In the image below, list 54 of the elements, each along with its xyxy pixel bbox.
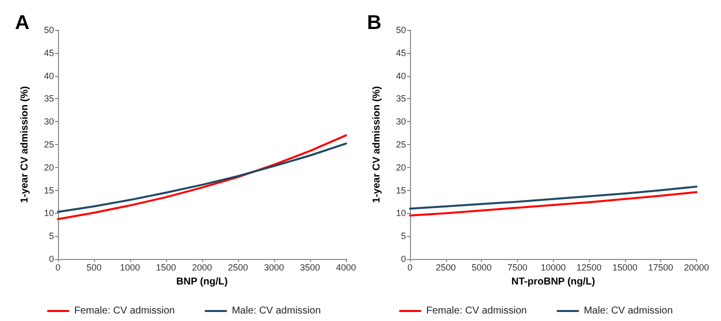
line-series [57, 134, 347, 220]
x-tick-label: 1500 [156, 262, 176, 272]
x-tick-label: 0 [55, 262, 61, 272]
legend-label: Male: CV admission [232, 306, 321, 316]
x-tick-label: 0 [407, 262, 413, 272]
x-tick-label: 10000 [540, 262, 566, 272]
y-tick-label: 25 [44, 140, 54, 150]
x-tick-label: 2000 [192, 262, 212, 272]
y-tick-label: 35 [44, 94, 54, 104]
x-tick-label: 5000 [472, 262, 492, 272]
y-tick-label: 50 [396, 25, 406, 35]
x-tick-label: 15000 [612, 262, 638, 272]
y-tick-label: 15 [44, 185, 54, 196]
y-tick-label: 35 [396, 94, 406, 104]
y-tick-label: 45 [396, 48, 406, 58]
x-tick-label: 4000 [336, 262, 356, 272]
x-tick-label: 17500 [648, 262, 674, 272]
y-tick-label: 50 [44, 25, 54, 35]
line-series [57, 142, 347, 213]
x-tick-label: 2500 [228, 262, 248, 272]
y-tick-label: 25 [396, 140, 406, 150]
x-tick-label: 3000 [264, 262, 284, 272]
legend-label: Male: CV admission [584, 306, 673, 316]
y-tick-label: 5 [48, 231, 54, 242]
y-tick-label: 0 [48, 254, 54, 264]
x-tick-label: 7500 [507, 262, 528, 272]
y-tick-label: 15 [396, 185, 406, 196]
y-tick-label: 20 [44, 162, 54, 172]
y-tick-label: 5 [400, 231, 406, 242]
x-tick-label: 2500 [436, 262, 456, 272]
y-tick-label: 45 [44, 48, 54, 58]
y-axis-title: 1-year CV admission (%) [20, 86, 30, 203]
y-tick-label: 30 [396, 116, 406, 127]
y-tick-label: 40 [44, 70, 54, 81]
chart-title: A [15, 12, 30, 34]
x-axis-title: NT-proBNP (ng/L) [511, 276, 596, 288]
y-tick-label: 0 [400, 254, 406, 264]
y-tick-label: 10 [396, 208, 406, 218]
y-tick-label: 30 [44, 116, 54, 127]
y-axis-title: 1-year CV admission (%) [372, 86, 382, 203]
y-tick-label: 10 [44, 208, 54, 218]
line-series [409, 191, 698, 216]
y-tick-label: 40 [396, 70, 406, 81]
x-tick-label: 3500 [300, 262, 320, 272]
chart-title: B [367, 12, 382, 34]
y-tick-label: 20 [396, 162, 406, 172]
legend-label: Female: CV admission [74, 306, 175, 316]
x-tick-label: 12500 [576, 262, 602, 272]
line-series [409, 186, 698, 210]
legend-label: Female: CV admission [426, 306, 527, 316]
x-tick-label: 20000 [684, 262, 709, 272]
x-tick-label: 1000 [120, 262, 140, 272]
x-axis-title: BNP (ng/L) [176, 276, 228, 288]
x-tick-label: 500 [86, 262, 102, 272]
